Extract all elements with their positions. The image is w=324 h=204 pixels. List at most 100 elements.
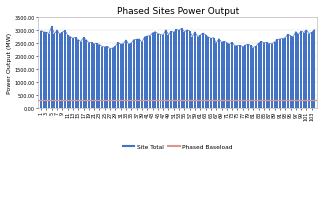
Y-axis label: Power Output (MW): Power Output (MW): [7, 33, 12, 93]
Bar: [75, 38, 76, 108]
Bar: [69, 38, 71, 108]
Bar: [48, 34, 50, 108]
Bar: [104, 48, 106, 108]
Bar: [313, 30, 315, 108]
Bar: [207, 38, 209, 108]
Bar: [199, 36, 201, 108]
Bar: [83, 38, 85, 108]
Bar: [284, 38, 286, 108]
Bar: [181, 29, 183, 108]
Bar: [263, 43, 265, 108]
Bar: [186, 31, 188, 108]
Bar: [59, 35, 61, 108]
Bar: [107, 47, 109, 108]
Bar: [218, 39, 220, 108]
Bar: [175, 30, 178, 108]
Legend: Site Total, Phased Baseload: Site Total, Phased Baseload: [121, 142, 235, 152]
Bar: [287, 35, 289, 108]
Bar: [271, 44, 273, 108]
Bar: [72, 39, 74, 108]
Bar: [173, 33, 175, 108]
Bar: [112, 49, 114, 108]
Bar: [258, 44, 260, 108]
Bar: [152, 34, 154, 108]
Bar: [197, 38, 199, 108]
Bar: [295, 32, 297, 108]
Bar: [189, 32, 191, 108]
Bar: [178, 31, 180, 108]
Bar: [133, 40, 135, 108]
Bar: [213, 39, 214, 108]
Bar: [98, 45, 100, 108]
Bar: [43, 33, 45, 108]
Bar: [53, 35, 55, 108]
Bar: [117, 43, 119, 108]
Bar: [276, 40, 278, 108]
Bar: [157, 34, 159, 108]
Bar: [210, 39, 212, 108]
Bar: [228, 45, 230, 108]
Bar: [308, 34, 310, 108]
Bar: [96, 44, 98, 108]
Bar: [268, 44, 270, 108]
Bar: [114, 47, 116, 108]
Bar: [45, 33, 47, 108]
Bar: [141, 43, 143, 108]
Bar: [244, 46, 247, 108]
Bar: [93, 45, 95, 108]
Bar: [292, 38, 294, 108]
Bar: [90, 43, 93, 108]
Bar: [109, 50, 111, 108]
Bar: [67, 36, 69, 108]
Bar: [136, 40, 138, 108]
Bar: [202, 34, 204, 108]
Bar: [165, 31, 167, 108]
Bar: [125, 41, 127, 108]
Bar: [306, 31, 307, 108]
Bar: [183, 33, 185, 108]
Bar: [260, 42, 262, 108]
Bar: [252, 48, 254, 108]
Bar: [51, 27, 53, 108]
Bar: [234, 47, 236, 108]
Bar: [311, 33, 313, 108]
Bar: [154, 32, 156, 108]
Bar: [282, 39, 284, 108]
Bar: [146, 37, 148, 108]
Bar: [300, 32, 302, 108]
Bar: [138, 40, 140, 108]
Bar: [297, 35, 299, 108]
Bar: [101, 47, 103, 108]
Bar: [205, 36, 207, 108]
Bar: [40, 31, 42, 108]
Bar: [237, 46, 238, 108]
Bar: [266, 43, 268, 108]
Title: Phased Sites Power Output: Phased Sites Power Output: [117, 7, 239, 16]
Bar: [170, 32, 172, 108]
Bar: [159, 35, 161, 108]
Bar: [226, 43, 228, 108]
Bar: [144, 38, 145, 108]
Bar: [231, 43, 233, 108]
Bar: [88, 44, 90, 108]
Bar: [221, 43, 223, 108]
Bar: [77, 41, 79, 108]
Bar: [120, 45, 122, 108]
Bar: [130, 44, 132, 108]
Bar: [85, 41, 87, 108]
Bar: [247, 45, 249, 108]
Bar: [250, 46, 252, 108]
Bar: [80, 42, 82, 108]
Bar: [290, 37, 292, 108]
Bar: [56, 31, 58, 108]
Bar: [191, 37, 193, 108]
Bar: [303, 33, 305, 108]
Bar: [242, 48, 244, 108]
Bar: [215, 44, 217, 108]
Bar: [194, 33, 196, 108]
Bar: [64, 31, 66, 108]
Bar: [128, 45, 130, 108]
Bar: [255, 47, 257, 108]
Bar: [239, 46, 241, 108]
Bar: [279, 40, 281, 108]
